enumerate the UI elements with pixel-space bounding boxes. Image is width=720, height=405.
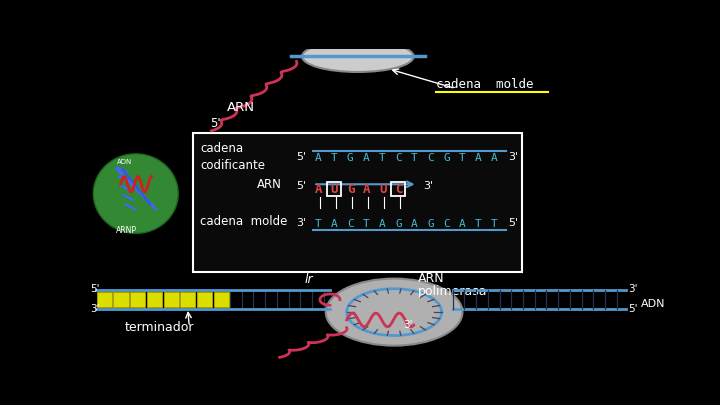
Text: G: G [427, 219, 434, 229]
Text: 3': 3' [91, 304, 100, 314]
Text: ARNP: ARNP [116, 226, 137, 235]
Text: 5': 5' [91, 284, 100, 294]
Text: C: C [427, 153, 434, 164]
Text: lr: lr [305, 273, 313, 286]
Text: ARN: ARN [258, 178, 282, 191]
Text: G: G [395, 219, 402, 229]
Text: 3': 3' [297, 218, 307, 228]
Text: A: A [411, 219, 418, 229]
Text: T: T [491, 219, 498, 229]
Text: C: C [443, 219, 450, 229]
Text: G: G [347, 183, 354, 196]
FancyBboxPatch shape [96, 292, 112, 307]
Text: T: T [331, 153, 338, 164]
Text: A: A [459, 219, 466, 229]
Text: 3': 3' [628, 284, 637, 294]
Text: T: T [411, 153, 418, 164]
Text: cadena  molde: cadena molde [436, 78, 534, 91]
Text: polimerasa: polimerasa [418, 285, 487, 298]
Text: U: U [331, 183, 338, 196]
Text: T: T [459, 153, 466, 164]
Text: A: A [331, 219, 338, 229]
Text: 5': 5' [297, 181, 307, 191]
FancyBboxPatch shape [114, 292, 128, 307]
Ellipse shape [302, 41, 413, 72]
Text: A: A [491, 153, 498, 164]
Text: 5': 5' [210, 117, 220, 130]
Text: cadena  molde: cadena molde [200, 215, 287, 228]
FancyBboxPatch shape [181, 292, 195, 307]
Text: 5': 5' [297, 152, 307, 162]
Ellipse shape [325, 279, 462, 345]
Text: cadena: cadena [200, 141, 243, 155]
Text: A: A [475, 153, 482, 164]
Text: A: A [363, 183, 370, 196]
Text: terminador: terminador [125, 321, 194, 334]
Text: ADN: ADN [642, 299, 666, 309]
Text: C: C [395, 153, 402, 164]
Text: C: C [347, 219, 354, 229]
FancyBboxPatch shape [163, 292, 179, 307]
Text: 3': 3' [404, 320, 413, 330]
Text: codificante: codificante [200, 159, 265, 172]
Text: ADN: ADN [117, 159, 132, 165]
FancyBboxPatch shape [197, 292, 212, 307]
Text: 3': 3' [508, 152, 518, 162]
Text: A: A [315, 183, 323, 196]
Text: A: A [315, 153, 322, 164]
Text: U: U [379, 183, 387, 196]
FancyBboxPatch shape [214, 292, 229, 307]
Text: T: T [315, 219, 322, 229]
Text: G: G [347, 153, 354, 164]
Text: 5': 5' [628, 304, 637, 314]
Text: ARN: ARN [418, 273, 445, 286]
Text: 3': 3' [423, 181, 433, 191]
Text: 5': 5' [508, 218, 518, 228]
Text: A: A [363, 153, 369, 164]
Text: G: G [443, 153, 450, 164]
Text: ARN: ARN [227, 101, 255, 114]
Text: T: T [363, 219, 369, 229]
FancyBboxPatch shape [147, 292, 162, 307]
Text: A: A [379, 219, 386, 229]
Text: T: T [475, 219, 482, 229]
Ellipse shape [94, 154, 178, 233]
FancyBboxPatch shape [130, 292, 145, 307]
Text: C: C [395, 183, 402, 196]
Text: T: T [379, 153, 386, 164]
FancyBboxPatch shape [193, 133, 523, 272]
